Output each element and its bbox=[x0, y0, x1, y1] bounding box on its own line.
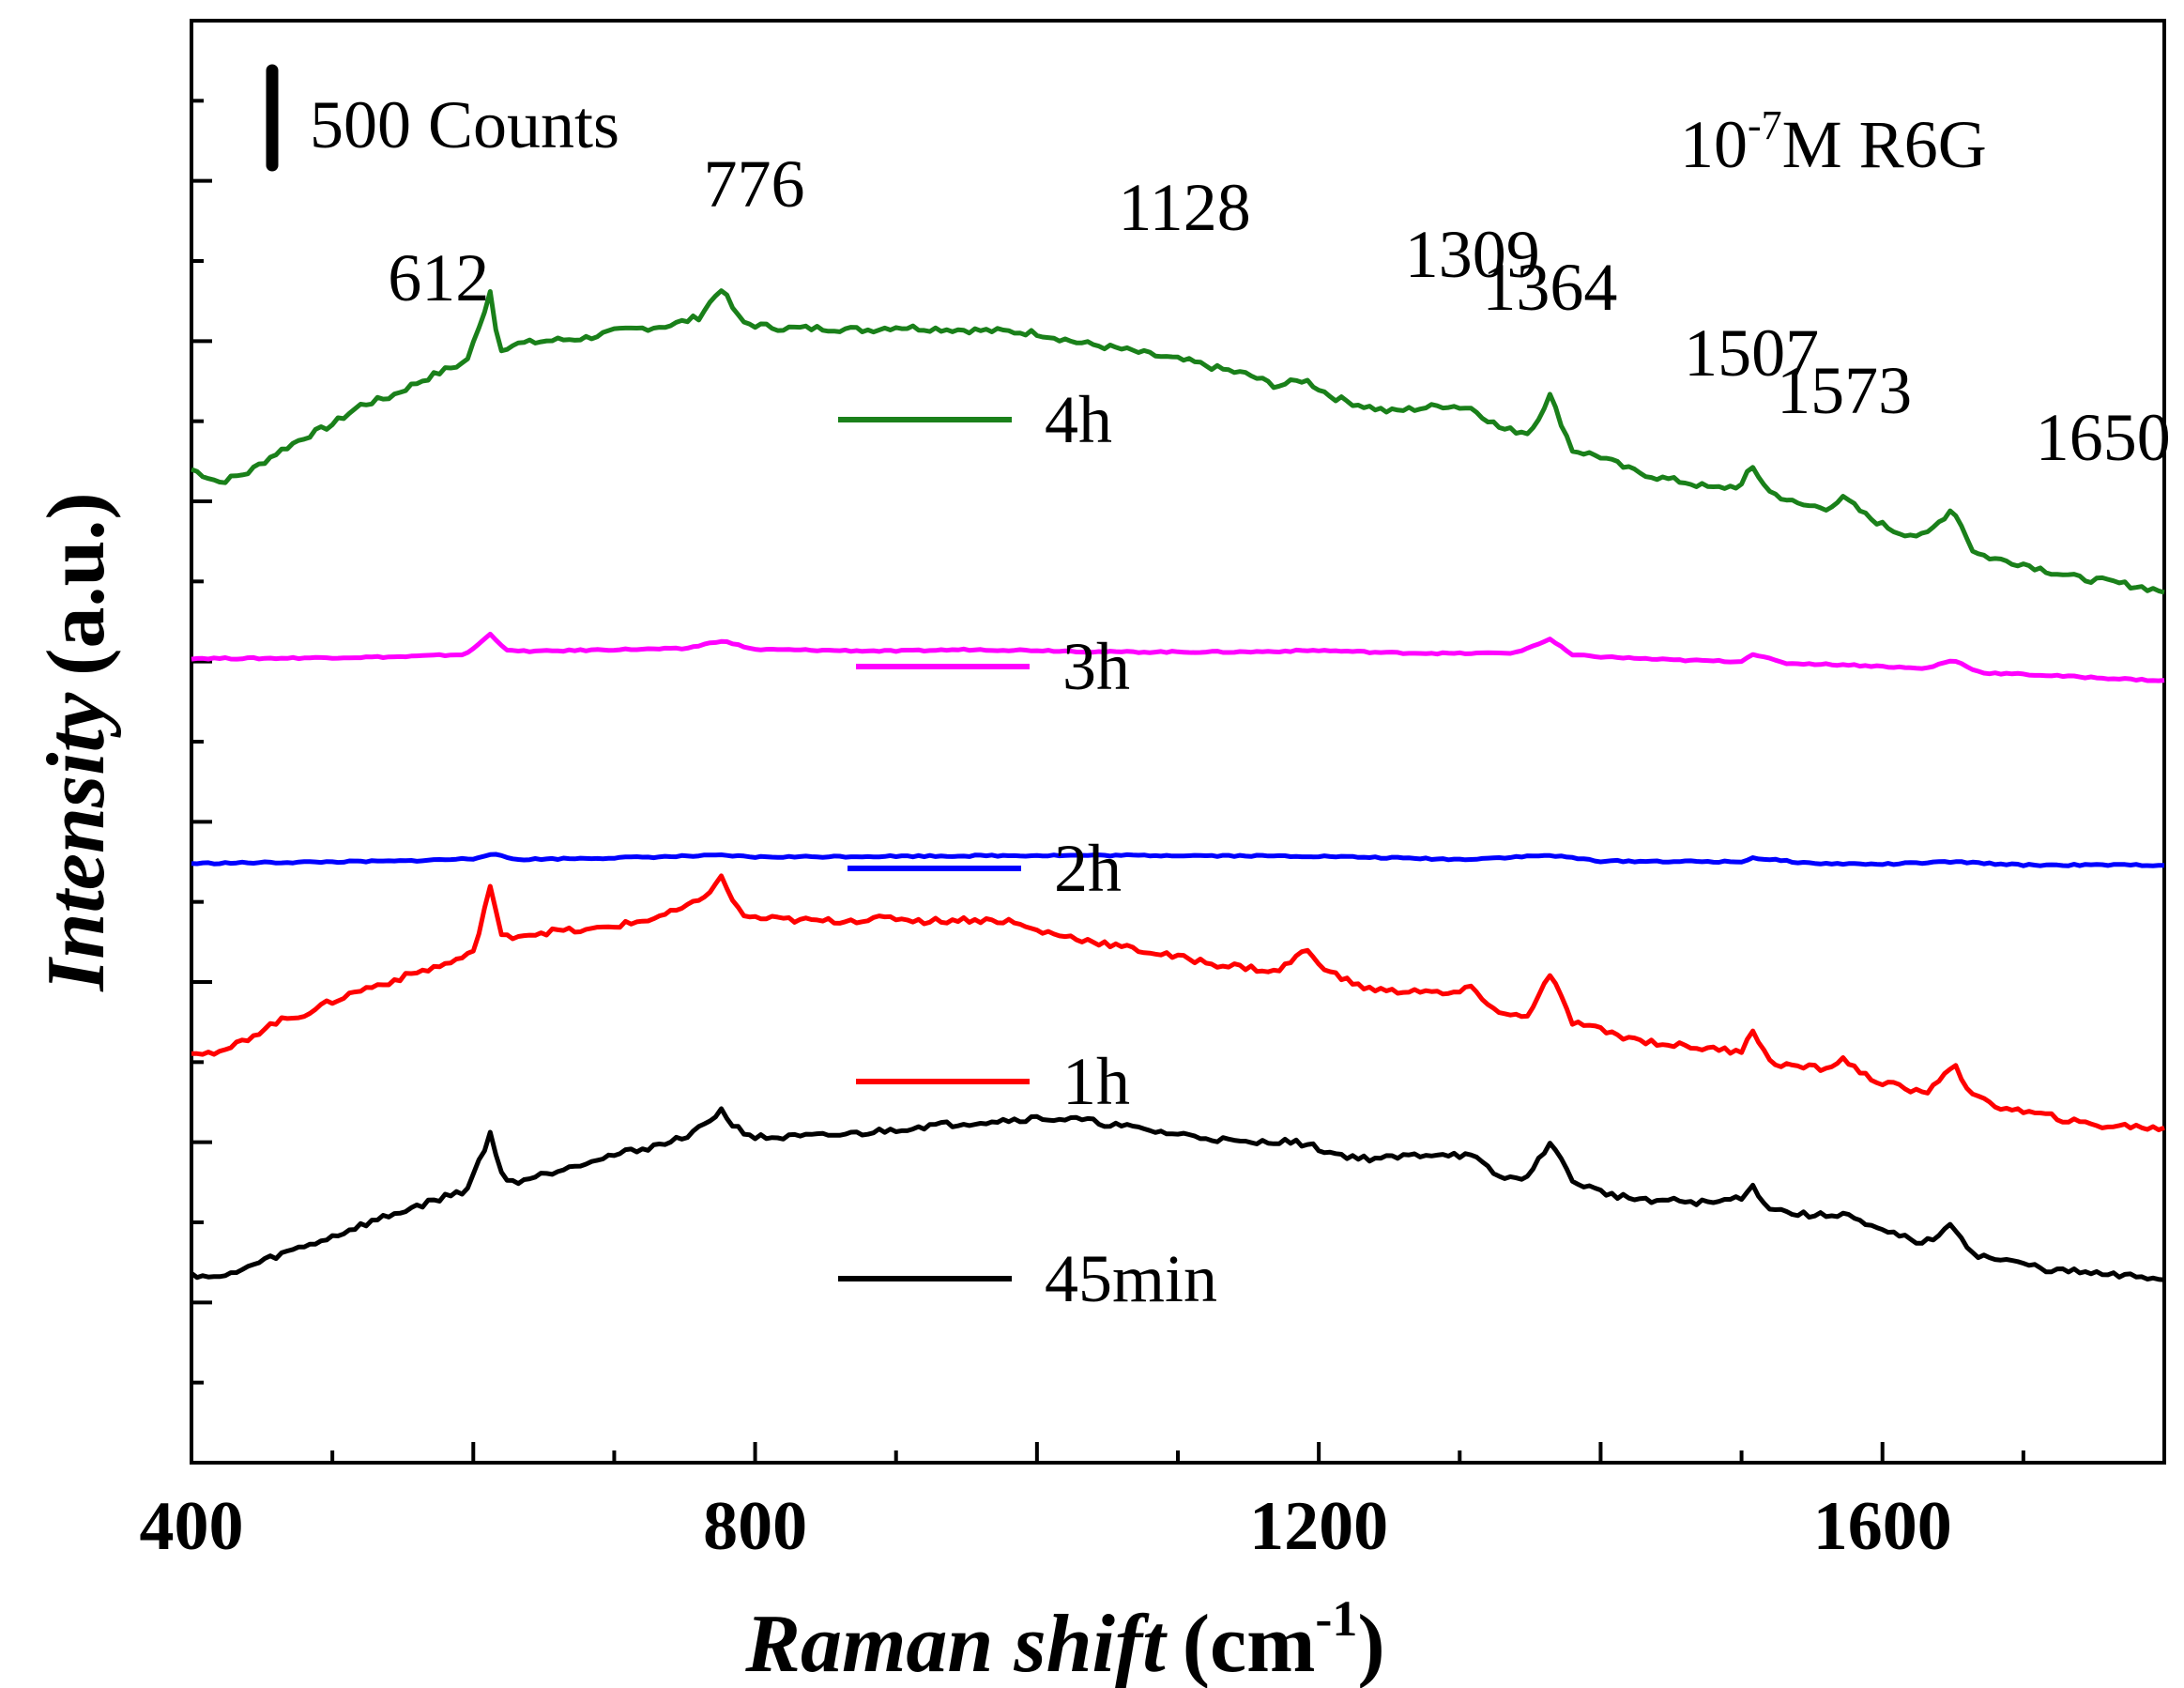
y-axis-title-unit: (a.u.) bbox=[31, 492, 122, 676]
peak-label-1128: 1128 bbox=[1118, 170, 1250, 245]
x-tick-label: 800 bbox=[703, 1488, 807, 1565]
x-tick-label: 400 bbox=[140, 1488, 244, 1565]
x-axis-unit-sup: -1 bbox=[1315, 1590, 1357, 1647]
series-lines bbox=[190, 288, 2165, 1282]
peak-label-776: 776 bbox=[704, 146, 805, 222]
sample-label-sup: -7 bbox=[1748, 102, 1782, 148]
y-axis-ticks bbox=[191, 99, 212, 1385]
legend-label-45min: 45min bbox=[1045, 1241, 1217, 1316]
sample-label: 10-7M R6G bbox=[1680, 102, 1987, 182]
x-tick-label: 1200 bbox=[1249, 1488, 1388, 1565]
peak-label-1650: 1650 bbox=[2036, 400, 2171, 475]
sample-label-prefix: 10 bbox=[1680, 107, 1748, 182]
scale-bar-label: 500 Counts bbox=[310, 87, 619, 162]
legend-label-4h: 4h bbox=[1045, 382, 1112, 457]
peak-label-1573: 1573 bbox=[1777, 353, 1912, 428]
x-axis-unit-suffix: ) bbox=[1357, 1599, 1384, 1688]
peak-label-1364: 1364 bbox=[1482, 250, 1617, 325]
legend-label-2h: 2h bbox=[1054, 831, 1122, 906]
legend-label-3h: 3h bbox=[1062, 629, 1130, 704]
series-line-3h bbox=[191, 631, 2165, 683]
x-axis-unit-prefix: (cm bbox=[1183, 1599, 1316, 1688]
y-axis-title: Intensity (a.u.) bbox=[31, 492, 122, 991]
y-axis-title-main: Intensity bbox=[31, 692, 122, 992]
x-axis-title-main: Raman shift bbox=[744, 1599, 1168, 1688]
x-axis-tick-labels: 400 800 1200 1600 bbox=[140, 1488, 1952, 1565]
series-line-4h bbox=[191, 288, 2165, 595]
peak-label-612: 612 bbox=[388, 240, 489, 315]
peak-label-1309: 1309 bbox=[1405, 217, 1540, 292]
x-axis-ticks bbox=[330, 1442, 2025, 1463]
series-line-1h bbox=[191, 873, 2165, 1132]
series-line-45min bbox=[190, 1106, 2165, 1282]
series-line-2h bbox=[191, 852, 2165, 868]
sample-label-suffix: M R6G bbox=[1782, 107, 1987, 182]
legend: 4h 3h 2h 1h 45min bbox=[838, 382, 1217, 1316]
peak-label-1507: 1507 bbox=[1684, 315, 1819, 391]
x-axis-title: Raman shift (cm-1) bbox=[744, 1590, 1384, 1688]
x-tick-label: 1600 bbox=[1813, 1488, 1952, 1565]
legend-label-1h: 1h bbox=[1062, 1044, 1130, 1119]
